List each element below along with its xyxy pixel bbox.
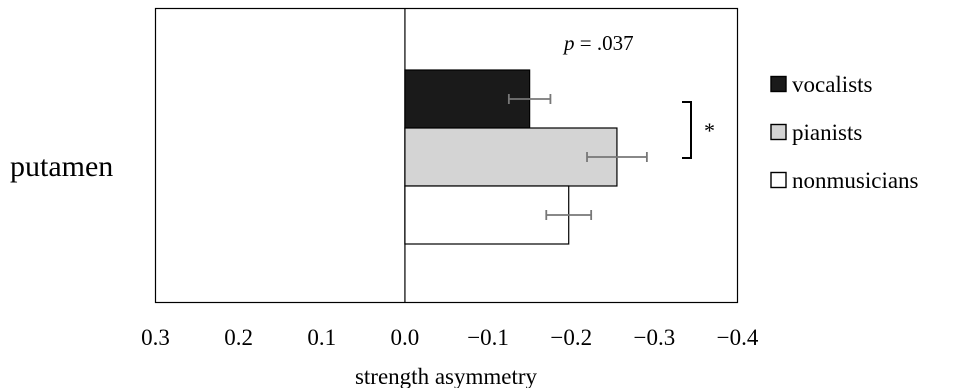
bars-group (404, 69, 618, 245)
p-value-symbol: p (562, 31, 575, 55)
x-tick-label: −0.2 (550, 325, 592, 350)
x-tick-label: 0.0 (391, 325, 420, 350)
legend-item-nonmusicians: nonmusicians (770, 168, 919, 193)
bar-pianists (404, 127, 618, 187)
x-tick-label: 0.1 (307, 325, 336, 350)
significance-marker: * (704, 118, 715, 143)
legend: vocalists pianists nonmusicians (770, 72, 919, 193)
legend-label: vocalists (792, 72, 873, 97)
x-tick-labels: 0.3 0.2 0.1 0.0 −0.1 −0.2 −0.3 −0.4 (141, 325, 759, 350)
error-bar-vocalists (507, 94, 552, 104)
bar-nonmusicians (404, 185, 570, 245)
error-bar-pianists (586, 152, 648, 162)
legend-label: pianists (792, 120, 862, 145)
p-value-text: = .037 (575, 31, 634, 55)
x-tick-label: 0.2 (224, 325, 253, 350)
legend-swatch (770, 123, 787, 141)
category-label: putamen (10, 150, 113, 183)
p-value-annotation: p = .037 (562, 31, 634, 55)
legend-swatch (770, 75, 787, 93)
x-axis-label: strength asymmetry (355, 364, 538, 388)
x-tick-label: −0.1 (467, 325, 509, 350)
legend-item-vocalists: vocalists (770, 72, 873, 97)
legend-swatch (770, 171, 787, 189)
x-tick-label: −0.4 (717, 325, 759, 350)
legend-label: nonmusicians (792, 168, 919, 193)
error-bars-group (507, 94, 648, 220)
x-tick-label: 0.3 (141, 325, 170, 350)
x-tick-label: −0.3 (633, 325, 675, 350)
error-bar-nonmusicians (545, 210, 593, 220)
legend-item-pianists: pianists (770, 120, 862, 145)
plot-frame (154, 7, 739, 304)
significance-bracket (682, 101, 692, 159)
